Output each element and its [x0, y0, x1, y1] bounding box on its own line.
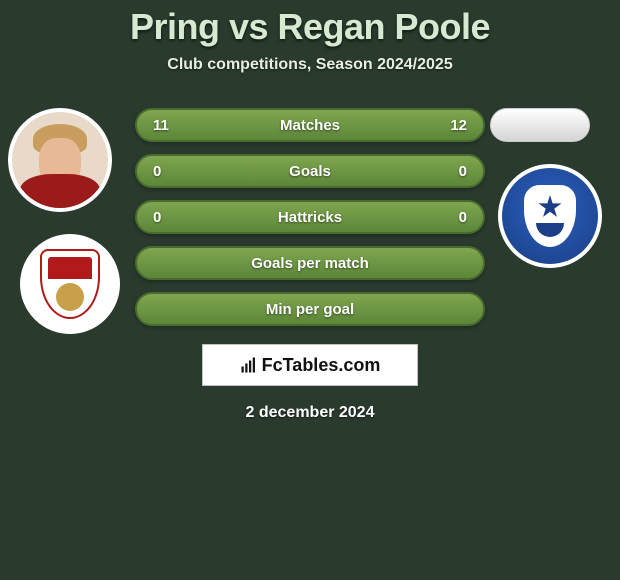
club-badge-left: [20, 234, 120, 334]
stat-right-value: 0: [459, 209, 467, 226]
player-avatar-left: [8, 108, 112, 212]
page-title: Pring vs Regan Poole: [130, 6, 490, 48]
bristol-city-shield-icon: [40, 249, 100, 319]
stat-label: Matches: [280, 117, 340, 134]
stat-row-goals-per-match: Goals per match: [135, 246, 485, 280]
stat-right-value: 12: [450, 117, 467, 134]
stat-left-value: 0: [153, 163, 161, 180]
stat-label: Hattricks: [278, 209, 342, 226]
stat-left-value: 0: [153, 209, 161, 226]
date-label: 2 december 2024: [246, 404, 375, 422]
stat-row-hattricks: 0 Hattricks 0: [135, 200, 485, 234]
bar-chart-icon: [240, 356, 258, 374]
stat-row-goals: 0 Goals 0: [135, 154, 485, 188]
stat-right-value: 0: [459, 163, 467, 180]
brand-text: FcTables.com: [262, 355, 381, 376]
stat-row-matches: 11 Matches 12: [135, 108, 485, 142]
comparison-card: Pring vs Regan Poole Club competitions, …: [0, 0, 620, 580]
portsmouth-shield-icon: [524, 185, 576, 247]
crescent-icon: [536, 223, 564, 237]
brand-badge: FcTables.com: [202, 344, 418, 386]
avatar-body: [20, 174, 100, 212]
star-icon: [538, 195, 562, 219]
stat-label: Min per goal: [266, 301, 354, 318]
stat-left-value: 11: [153, 117, 169, 134]
club-badge-right: [498, 164, 602, 268]
stat-row-min-per-goal: Min per goal: [135, 292, 485, 326]
main-panel: 11 Matches 12 0 Goals 0 0 Hattricks 0 Go…: [0, 108, 620, 326]
player-avatar-right-placeholder: [490, 108, 590, 142]
stat-label: Goals per match: [251, 255, 369, 272]
stat-label: Goals: [289, 163, 331, 180]
page-subtitle: Club competitions, Season 2024/2025: [167, 56, 452, 74]
